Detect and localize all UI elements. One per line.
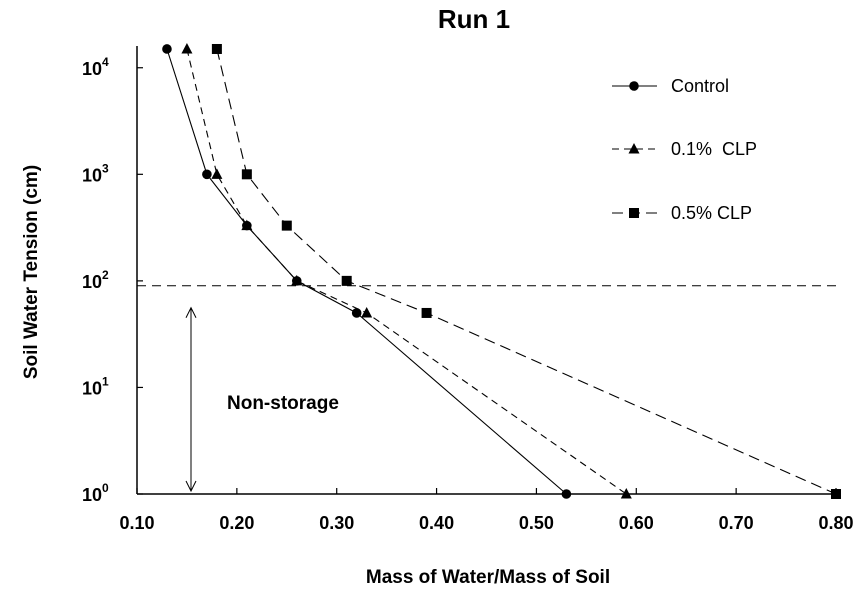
data-point — [421, 307, 432, 318]
data-point — [211, 43, 222, 54]
legend-item: 0.5% CLP — [612, 203, 752, 223]
data-point — [241, 169, 252, 180]
data-point — [291, 274, 303, 286]
series-line — [166, 48, 567, 495]
data-point — [241, 219, 253, 231]
annotation-label: Non-storage — [227, 393, 339, 414]
series-line — [216, 48, 837, 495]
data-point — [561, 489, 572, 499]
series-2 — [181, 42, 632, 499]
x-tick-label: 0.60 — [619, 513, 654, 533]
y-tick-label: 103 — [82, 161, 109, 185]
data-point — [162, 44, 172, 54]
legend-marker — [628, 143, 640, 154]
data-point — [341, 275, 352, 286]
legend-item: Control — [612, 76, 729, 96]
data-point — [831, 489, 841, 499]
data-point — [211, 168, 223, 179]
data-point — [202, 169, 212, 180]
legend-label: Control — [671, 76, 729, 96]
y-axis-label: Soil Water Tension (cm) — [21, 165, 42, 379]
x-tick-label: 0.50 — [519, 513, 554, 533]
axes: 0.10 0.20 0.30 0.40 0.50 0.60 0.70 0.80 100 101 10… — [82, 46, 854, 533]
series-1 — [162, 44, 572, 499]
y-tick-label: 104 — [82, 55, 109, 79]
series-layer — [162, 42, 841, 499]
legend-marker — [629, 208, 639, 218]
series-3 — [211, 43, 841, 499]
series-line — [186, 48, 627, 495]
x-axis-label: Mass of Water/Mass of Soil — [366, 567, 610, 588]
legend-item: 0.1% CLP — [612, 139, 757, 159]
x-tick-label: 0.80 — [818, 513, 853, 533]
annotation-arrow-head-down — [185, 480, 197, 493]
y-tick-label: 100 — [82, 481, 109, 505]
x-tick-label: 0.10 — [119, 513, 154, 533]
annotation-arrow-head-up — [185, 306, 197, 318]
x-tick-label: 0.70 — [719, 513, 754, 533]
x-tick-label: 0.40 — [419, 513, 454, 533]
legend-marker — [629, 81, 639, 91]
data-point — [181, 42, 193, 54]
y-tick-label: 102 — [82, 268, 109, 292]
data-point — [281, 220, 292, 231]
chart-title: Run 1 — [438, 4, 510, 34]
data-point — [620, 488, 632, 499]
x-tick-label: 0.20 — [219, 513, 254, 533]
data-point — [361, 306, 373, 318]
non-storage-annotation: Non-storage — [185, 306, 339, 493]
legend-label: 0.5% CLP — [671, 203, 752, 223]
y-tick-label: 101 — [82, 374, 109, 398]
data-point — [351, 308, 362, 318]
x-tick-label: 0.30 — [319, 513, 354, 533]
legend-label: 0.1% CLP — [671, 139, 757, 159]
legend: Control 0.1% CLP 0.5% CLP — [612, 76, 757, 223]
